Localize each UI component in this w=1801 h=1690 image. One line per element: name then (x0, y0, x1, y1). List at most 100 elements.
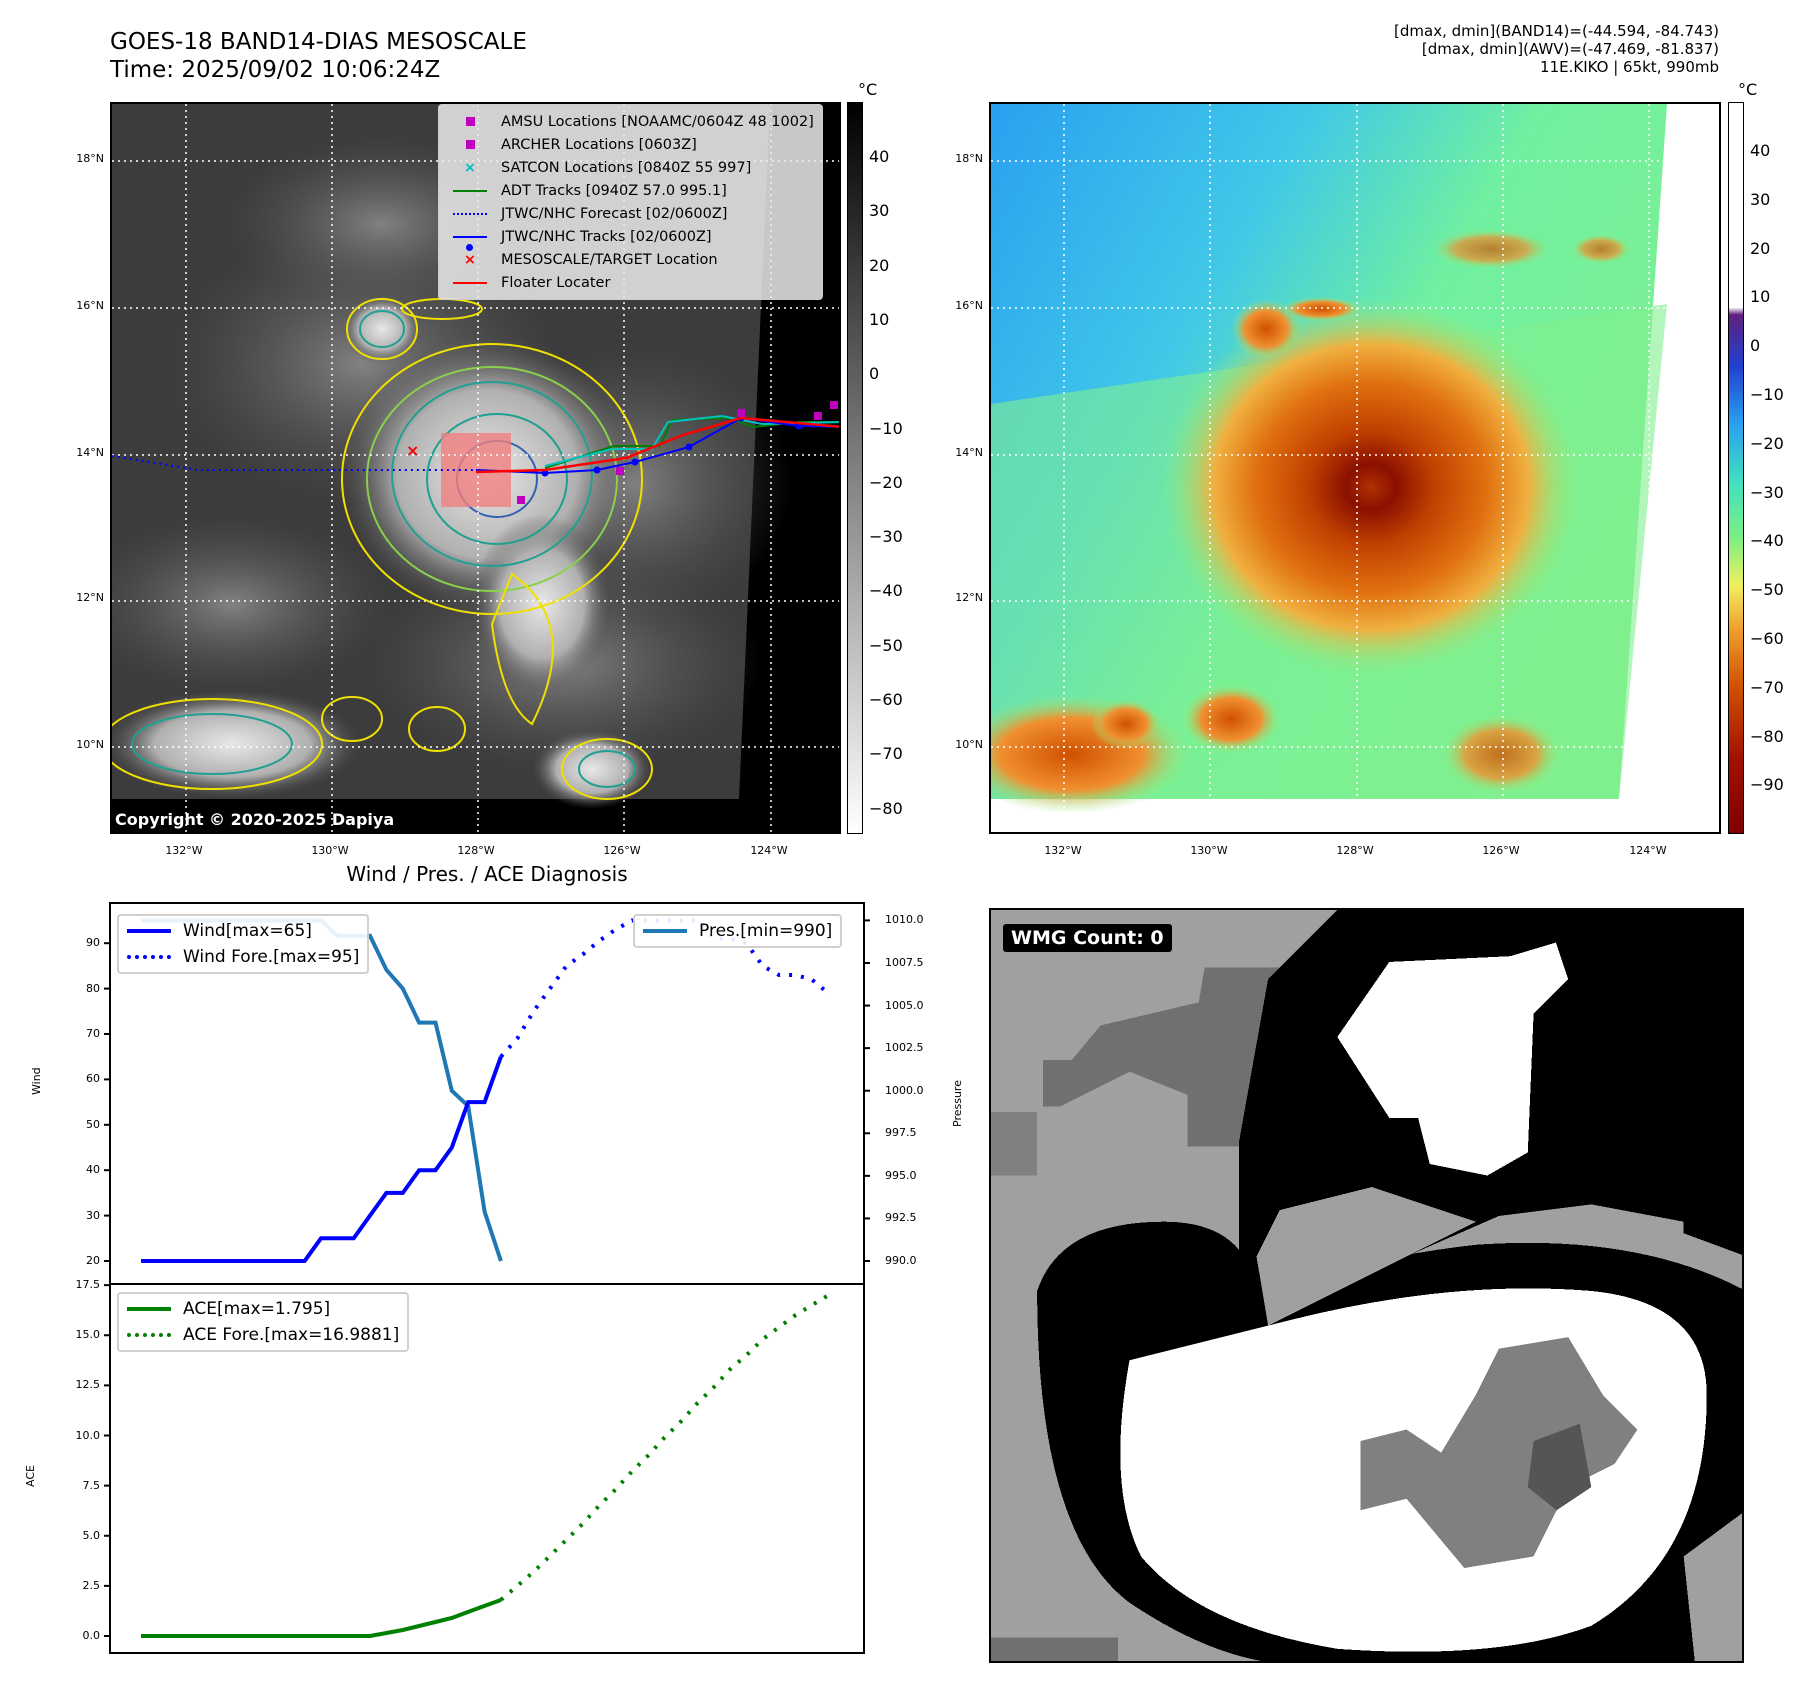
wind-tick-label: 40 (86, 1163, 100, 1177)
floater-track (475, 416, 839, 474)
wind-line (141, 1056, 503, 1263)
right-lon-tick: 132°W (1044, 844, 1082, 857)
left-colorbar-tick: −50 (869, 635, 903, 655)
ace-forecast-line (499, 1293, 830, 1602)
pressure-legend: Pres.[min=990] (633, 914, 843, 948)
figure-title: GOES-18 BAND14-DIAS MESOSCALE Time: 2025… (110, 28, 527, 84)
left-colorbar-tick: −60 (869, 690, 903, 709)
ace-legend: ACE[max=1.795] ACE Fore.[max=16.9881] (117, 1292, 410, 1352)
wind-tick-label: 80 (86, 981, 100, 995)
left-colorbar-tick: −80 (869, 798, 903, 818)
legend-wind: Wind[max=65] (127, 918, 359, 944)
wind-tick-label: 50 (86, 1117, 100, 1131)
legend-archer: ARCHER Locations [0603Z] (447, 133, 814, 156)
ace-tick-label: 15.0 (75, 1328, 101, 1342)
ace-tick-label: 17.5 (75, 1278, 101, 1292)
square-marker-icon (447, 140, 493, 149)
left-lat-tick: 14°N (76, 446, 104, 459)
map-legend: AMSU Locations [NOAAMC/0604Z 48 1002] AR… (438, 104, 823, 300)
left-lat-tick: 16°N (76, 299, 104, 312)
pressure-tick-label: 1010.0 (885, 913, 924, 927)
right-colorbar-tick: 40 (1750, 141, 1771, 160)
legend-adt: ADT Tracks [0940Z 57.0 995.1] (447, 179, 814, 202)
pressure-tick-label: 997.5 (885, 1126, 917, 1140)
legend-floater: Floater Locater (447, 271, 814, 294)
awv-map-canvas (991, 104, 1719, 832)
legend-amsu: AMSU Locations [NOAAMC/0604Z 48 1002] (447, 110, 814, 133)
right-lat-tick: 10°N (955, 738, 983, 751)
left-lon-tick: 128°W (457, 844, 495, 857)
ace-tick-label: 10.0 (75, 1428, 101, 1442)
right-colorbar-tick: −20 (1750, 433, 1784, 453)
title-line-1: GOES-18 BAND14-DIAS MESOSCALE (110, 29, 527, 55)
copyright: Copyright © 2020-2025 Dapiya (115, 810, 395, 829)
right-colorbar-tick: 10 (1750, 287, 1771, 307)
svg-text:×: × (406, 441, 419, 460)
wmg-count-badge: WMG Count: 0 (1003, 924, 1172, 952)
line-icon (447, 189, 493, 192)
ace-axes-frame (109, 1283, 865, 1654)
left-colorbar-unit: °C (858, 80, 878, 99)
right-colorbar-unit: °C (1738, 80, 1758, 99)
line-icon (127, 1307, 171, 1311)
left-colorbar-tick: 20 (869, 255, 890, 275)
right-colorbar-tick: −60 (1750, 629, 1784, 648)
line-icon (447, 281, 493, 284)
x-marker-icon: × (463, 159, 477, 176)
pressure-axis-label: Pressure (951, 1080, 964, 1127)
awv-map[interactable] (989, 102, 1721, 834)
wind-tick-label: 90 (86, 936, 100, 950)
right-colorbar-tick: −50 (1750, 580, 1784, 600)
left-colorbar-tick: 10 (869, 309, 890, 329)
left-lat-tick: 10°N (76, 738, 104, 751)
line-icon (127, 929, 171, 933)
left-colorbar (847, 102, 863, 834)
wind-tick-label: 60 (86, 1072, 100, 1086)
ace-tick-label: 12.5 (75, 1378, 101, 1392)
legend-ace-forecast: ACE Fore.[max=16.9881] (127, 1322, 399, 1348)
band14-map[interactable]: × AMSU Locations [NOAAMC/0604Z 48 1002] … (110, 102, 841, 834)
storm-summary: 11E.KIKO | 65kt, 990mb (1540, 58, 1719, 76)
left-lon-tick: 126°W (603, 844, 641, 857)
left-lon-tick: 130°W (311, 844, 349, 857)
title-line-2: Time: 2025/09/02 10:06:24Z (110, 57, 441, 83)
band14-range: [dmax, dmin](BAND14)=(-44.594, -84.743) (1394, 22, 1719, 40)
left-colorbar-tick: 0 (869, 364, 880, 384)
right-lon-tick: 128°W (1336, 844, 1374, 857)
legend-pressure: Pres.[min=990] (643, 918, 832, 944)
left-colorbar-tick: 40 (869, 147, 890, 166)
right-lat-tick: 18°N (955, 152, 983, 165)
pressure-tick-label: 1000.0 (885, 1083, 924, 1097)
left-lon-tick: 124°W (750, 844, 788, 857)
ace-tick-label: 7.5 (82, 1478, 101, 1492)
right-lat-tick: 16°N (955, 299, 983, 312)
right-lat-tick: 12°N (955, 591, 983, 604)
pressure-tick-label: 995.0 (885, 1168, 917, 1182)
legend-wind-forecast: Wind Fore.[max=95] (127, 944, 359, 970)
left-colorbar-tick: −30 (869, 527, 903, 547)
wind-tick-label: 70 (86, 1027, 100, 1040)
legend-ace: ACE[max=1.795] (127, 1296, 399, 1322)
left-colorbar-tick: −20 (869, 472, 903, 492)
wmg-panel: WMG Count: 0 (989, 908, 1744, 1663)
pressure-tick-label: 1002.5 (885, 1041, 924, 1055)
line-dot-icon (447, 235, 493, 251)
square-marker-icon (447, 117, 493, 126)
left-lat-tick: 18°N (76, 152, 104, 165)
jtwc-track (475, 416, 839, 475)
right-colorbar-tick: −80 (1750, 726, 1784, 746)
ace-tick-label: 0.0 (82, 1629, 101, 1642)
dotted-line-icon (127, 955, 171, 959)
storm-info: [dmax, dmin](BAND14)=(-44.594, -84.743) … (1394, 22, 1719, 76)
left-colorbar-tick: −70 (869, 744, 903, 764)
left-colorbar-tick: −10 (869, 418, 903, 438)
right-colorbar-tick: −70 (1750, 677, 1784, 697)
jtwc-forecast-track (112, 455, 476, 471)
right-lon-tick: 126°W (1482, 844, 1520, 857)
wind-tick-label: 30 (86, 1208, 100, 1222)
right-colorbar (1728, 102, 1744, 834)
wind-axis-label: Wind (30, 1067, 43, 1095)
left-colorbar-tick: −40 (869, 581, 903, 601)
right-colorbar-tick: −10 (1750, 385, 1784, 404)
legend-satcon: × SATCON Locations [0840Z 55 997] (447, 156, 814, 179)
